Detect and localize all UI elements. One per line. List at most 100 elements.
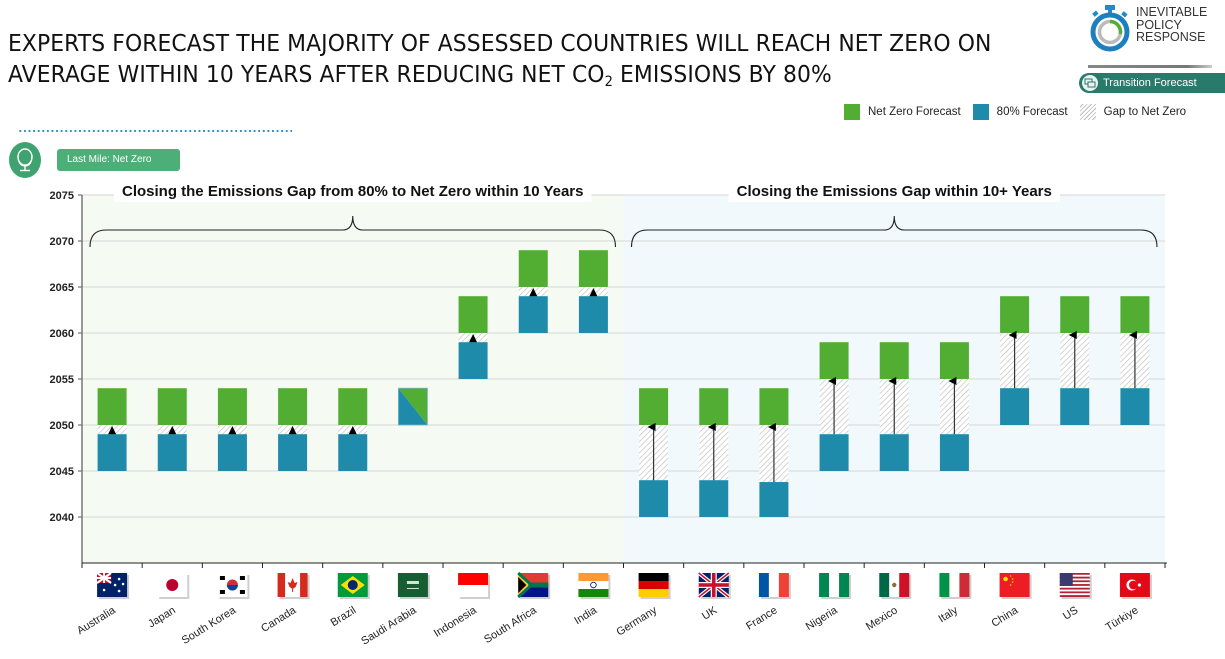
eighty-percent-bar xyxy=(578,296,608,333)
y-tick-label: 2075 xyxy=(50,190,74,202)
y-tick-label: 2055 xyxy=(50,374,74,386)
category-label-italy: Italy xyxy=(937,604,961,625)
globe-icon xyxy=(17,148,33,172)
gridlines xyxy=(82,194,1165,518)
italy-flag-graphic xyxy=(939,573,970,597)
france-flag xyxy=(758,573,791,599)
y-tick-label: 2060 xyxy=(50,328,74,340)
title-line-2-end: EMISSIONS BY 80% xyxy=(612,60,832,88)
legend-label-net-zero: Net Zero Forecast xyxy=(868,106,961,118)
gap-arrow xyxy=(589,288,598,297)
uk-flag-graphic xyxy=(697,571,730,599)
transition-forecast-label: Transition Forecast xyxy=(1103,77,1197,89)
indonesia-flag-graphic xyxy=(458,573,489,597)
bar-group-brazil xyxy=(338,388,368,471)
net-zero-bar xyxy=(879,342,909,379)
globe-icon-circle xyxy=(9,142,41,178)
saudi-arabia-flag xyxy=(397,573,430,599)
germany-flag xyxy=(638,573,671,599)
net-zero-bar xyxy=(458,296,488,333)
brazil-flag-graphic xyxy=(337,573,368,597)
japan-flag xyxy=(157,573,190,599)
eighty-percent-bar xyxy=(398,388,428,425)
bars xyxy=(97,250,1150,517)
title-line-2-text: AVERAGE WITHIN 10 YEARS AFTER REDUCING N… xyxy=(8,60,605,88)
category-axis: Australia Japan South Korea Canada Brazil Sau… xyxy=(75,571,1152,648)
category-label-south-korea: South Korea xyxy=(180,604,239,647)
bar-group-italy xyxy=(939,342,969,471)
bar-group-japan xyxy=(157,388,187,471)
net-zero-bar xyxy=(1000,296,1030,333)
us-flag-graphic xyxy=(1059,573,1090,597)
eighty-percent-bar xyxy=(1060,388,1090,425)
nigeria-flag-graphic xyxy=(819,573,850,597)
gap-arrow xyxy=(168,426,177,435)
canada-flag-graphic xyxy=(277,573,308,597)
zone-headers: Closing the Emissions Gap from 80% to Ne… xyxy=(89,181,1158,248)
legend-swatch-net-zero xyxy=(844,104,860,120)
y-tick-label: 2065 xyxy=(50,282,74,294)
net-zero-bar xyxy=(759,388,789,425)
category-label-china: China xyxy=(989,604,1020,630)
net-zero-bar xyxy=(639,388,669,425)
indonesia-flag xyxy=(458,573,491,599)
canada-flag xyxy=(277,573,310,599)
logo-text: INEVITABLE POLICY RESPONSE xyxy=(1136,6,1207,44)
legend-eighty: 80% Forecast xyxy=(972,104,1068,120)
logo-line-3: RESPONSE xyxy=(1136,30,1206,44)
eighty-percent-bar xyxy=(157,434,187,471)
title-line-2: AVERAGE WITHIN 10 YEARS AFTER REDUCING N… xyxy=(8,59,991,98)
south-korea-flag xyxy=(217,573,250,599)
eighty-percent-bar xyxy=(97,434,127,471)
y-tick-label: 2070 xyxy=(50,236,74,248)
turkiye-flag xyxy=(1119,573,1152,599)
eighty-percent-bar xyxy=(278,434,308,471)
category-label-japan: Japan xyxy=(146,604,178,630)
turkiye-flag-graphic xyxy=(1119,573,1150,597)
bar-group-nigeria xyxy=(819,342,849,471)
bar-group-china xyxy=(1000,296,1030,425)
net-zero-bar xyxy=(939,342,969,379)
eighty-percent-bar xyxy=(699,480,729,517)
category-label-mexico: Mexico xyxy=(864,604,900,633)
category-label-nigeria: Nigeria xyxy=(804,604,841,633)
us-flag xyxy=(1059,573,1092,599)
category-label-india: India xyxy=(572,604,599,627)
eighty-percent-bar xyxy=(338,434,368,471)
gap-arrow xyxy=(469,334,478,343)
zone-brace-1 xyxy=(630,215,1158,248)
y-tick-label: 2050 xyxy=(50,420,74,432)
zone-title-0: Closing the Emissions Gap from 80% to Ne… xyxy=(122,183,584,200)
legend-swatch-eighty xyxy=(972,104,989,120)
category-label-germany: Germany xyxy=(614,604,659,638)
net-zero-bar xyxy=(819,342,849,379)
chat-bubbles-icon xyxy=(1082,75,1098,91)
net-zero-bar xyxy=(518,250,548,287)
eighty-percent-bar xyxy=(518,296,548,333)
bar-group-us xyxy=(1060,296,1090,425)
transition-forecast-badge[interactable]: Transition Forecast xyxy=(1079,73,1225,93)
india-flag xyxy=(578,573,611,599)
china-flag-graphic xyxy=(999,573,1030,597)
category-label-turkiye: Türkiye xyxy=(1104,604,1141,633)
australia-flag-graphic xyxy=(96,572,128,597)
bar-group-t-rkiye xyxy=(1120,296,1150,425)
category-label-us: US xyxy=(1061,604,1080,622)
south-africa-flag xyxy=(517,571,551,599)
mexico-flag xyxy=(879,573,912,599)
zone-title-background xyxy=(728,181,1060,202)
saudi-arabia-flag-graphic xyxy=(397,573,428,597)
last-mile-badge[interactable]: Last Mile: Net Zero xyxy=(57,149,180,171)
category-label-south-africa: South Africa xyxy=(482,604,539,646)
logo: INEVITABLE POLICY RESPONSE xyxy=(1088,4,1225,68)
eighty-percent-bar xyxy=(759,482,789,517)
title-subscript: 2 xyxy=(604,74,613,90)
net-zero-bar xyxy=(97,388,127,425)
eighty-percent-bar xyxy=(819,434,849,471)
logo-line-2: POLICY xyxy=(1136,17,1182,32)
category-label-canada: Canada xyxy=(259,604,299,635)
legend-label-gap: Gap to Net Zero xyxy=(1103,106,1187,118)
japan-flag-graphic xyxy=(157,573,188,597)
y-tick-label: 2045 xyxy=(50,466,74,478)
net-zero-bar xyxy=(1060,296,1090,333)
